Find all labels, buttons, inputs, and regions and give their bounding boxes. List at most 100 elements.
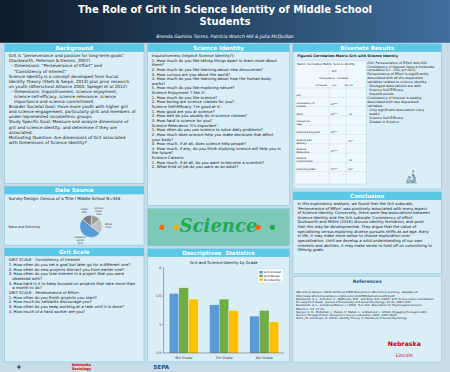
logo-text: Nebraska (388, 340, 421, 347)
pie-label: Hispanic/Latino51% (75, 236, 87, 245)
text-line: Interest (296, 105, 306, 108)
panel-body: Inquisitiveness (Implicit Science Identi… (152, 53, 281, 169)
text-line: Stets, J.E. and Serpe, R. (2013). Identi… (296, 316, 407, 320)
panel-title: Grit Scale (59, 249, 90, 255)
panel-title: Conclusion (350, 193, 384, 199)
y-tick-label: 4 (159, 266, 161, 270)
legend-swatch (259, 271, 263, 273)
y-tick (162, 296, 164, 297)
panel: Date Source Survey Design: Census of a Ti… (5, 186, 145, 245)
text-line: Grit Scale (59, 249, 90, 255)
text-line: 13% (96, 213, 102, 216)
panel-header (293, 192, 442, 200)
table-row-label: Consistency ofInterest (296, 102, 314, 108)
bar (259, 310, 269, 353)
text-line: 8th Grade (256, 356, 273, 360)
bar (250, 316, 260, 353)
text-line: 4 (159, 266, 161, 270)
logo-text: Lincoln (396, 353, 413, 358)
bivariate-text: Grit- Perseverance of Effort and Grit-Co… (367, 61, 434, 125)
science-image: Science (148, 209, 290, 246)
text-line: References (353, 279, 382, 284)
table-header: Perseverance Consisten. (319, 77, 349, 80)
science-word: Science (180, 215, 258, 236)
table-cell: 21* (348, 140, 353, 143)
panel: Science IdentityInquisitiveness (Implici… (148, 44, 290, 206)
text-line: Sci-Identity (264, 278, 281, 282)
text-line: Science Enjoyment (296, 131, 320, 134)
text-line: 6th Grade (175, 356, 192, 360)
table-cell: 32*** (331, 113, 339, 116)
text-line: of interest r(p< r(p<.19 (316, 84, 354, 87)
title-bar (0, 0, 450, 43)
text-line: 15% (81, 211, 87, 214)
icon (256, 225, 261, 230)
text-line: 7th Grade (215, 356, 232, 360)
panel-frame (5, 248, 145, 362)
poster: The Role of Grit in Science Identity of … (0, 0, 450, 372)
text-line: Bivariate Results (340, 45, 394, 51)
x-tick-label: 7th Grade (215, 356, 232, 360)
text-line: ✦ (15, 363, 22, 372)
table-rule (295, 87, 366, 88)
y-tick-label: 2.5 (156, 351, 161, 355)
figure-caption: Figure1 Correlation Matrix Grit with Sci… (297, 54, 398, 58)
panel-frame (293, 44, 442, 189)
y-tick (162, 267, 164, 268)
panel-title: Bivariate Results (340, 45, 394, 51)
text-line: Lincoln (396, 353, 413, 358)
bar (219, 299, 229, 353)
x-tick-label: 8th Grade (256, 356, 273, 360)
text-line: Background (55, 45, 93, 52)
text-line: 2.5 (156, 351, 161, 355)
pie-label: White21% (105, 223, 113, 229)
text-line: 32*** (331, 113, 339, 116)
table-cell: 20*** (331, 131, 339, 134)
text-line: ness (296, 123, 302, 126)
bar (179, 288, 189, 353)
text-line: Science (180, 215, 258, 236)
table-rule (295, 125, 366, 126)
panel-body: GRIT SCALE - Consistency of Interest1. H… (9, 257, 136, 313)
panel-title: Descriptives Statistics (182, 250, 255, 257)
table-row-label: Science Enjoyment (296, 131, 320, 134)
text-line: Grit (296, 94, 301, 97)
y-tick-label: 3.5 (156, 294, 161, 298)
table-row-label: ScienceRelevance (296, 148, 309, 154)
legend-swatch (259, 275, 263, 277)
panel-frame (293, 277, 442, 362)
text-line: 51% (78, 242, 84, 245)
y-tick (162, 324, 164, 325)
panel-frame (148, 44, 290, 206)
table-cell: 21*** (331, 168, 339, 171)
text-line: Nebraska (388, 340, 421, 347)
table-cell: 20 (349, 113, 353, 116)
panel-title: Date Source (55, 187, 94, 193)
chart-title: Grit and Science Identity by Grade (190, 260, 258, 265)
table-cell: 20* (348, 168, 353, 171)
panel-header (148, 44, 290, 52)
text-line: 21*** (331, 168, 339, 171)
panel-body: Grit is "perseverance and passion for lo… (9, 53, 136, 145)
text-line: 1. How much do you like taking things ap… (152, 58, 278, 63)
y-tick-label: 3 (159, 323, 161, 327)
panel-header (5, 248, 145, 256)
legend: Grit-ConsistGrit-PersevSci-Identity (258, 269, 284, 283)
pie-slice (82, 215, 91, 226)
text-line: Commitment (296, 160, 312, 163)
icon (270, 225, 275, 230)
title: The Role of Grit in Science Identity of … (78, 4, 372, 27)
text-line: Science Identity (193, 45, 244, 52)
panel-body: Survey Design: Census of a Title I Middl… (9, 196, 121, 201)
text-line: 20 (349, 159, 353, 162)
panel-header (5, 44, 145, 52)
logo-text: NebraskaSociology (72, 363, 92, 371)
logo-text: SEPA (153, 364, 169, 370)
icon (159, 225, 164, 230)
x-axis (164, 352, 285, 353)
pie-label: AfricanAmer.13% (95, 207, 104, 216)
panel: BackgroundGrit is "perseverance and pass… (5, 44, 145, 184)
text-line: Grit (332, 70, 337, 73)
text-line: Students (200, 16, 251, 27)
icon (173, 225, 178, 230)
